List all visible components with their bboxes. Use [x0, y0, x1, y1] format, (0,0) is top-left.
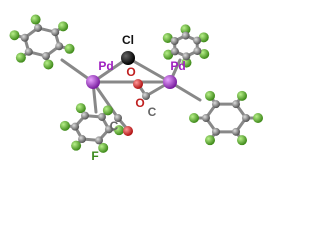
carbon-atom	[232, 100, 240, 109]
carbon-atom	[212, 127, 220, 136]
carbon-atom	[71, 122, 80, 131]
carbon-atom	[142, 92, 150, 100]
substituent-atom	[114, 125, 125, 136]
carbon-atom	[193, 46, 202, 55]
bond	[91, 56, 130, 84]
carbon-atom	[104, 125, 113, 134]
carbon-atom	[20, 33, 29, 42]
bond	[126, 56, 172, 84]
substituent-atom	[75, 103, 86, 114]
atom-label: C	[148, 105, 157, 119]
substituent-atom	[58, 21, 69, 32]
atom-labels: Pd Cl Pd O C C O F	[91, 33, 185, 163]
carbon-atom	[193, 36, 202, 45]
substituent-atom	[43, 59, 54, 70]
substituent-atom	[253, 113, 263, 123]
palladium-atom	[163, 75, 177, 89]
substituent-atom	[163, 49, 174, 60]
substituent-atom	[198, 32, 209, 43]
phenyl-rings	[9, 14, 263, 153]
carbon-atom	[81, 111, 90, 120]
carbon-atom	[34, 23, 43, 32]
substituent-atom	[237, 135, 247, 146]
carbon-atom	[97, 112, 106, 121]
substituent-atom	[199, 48, 210, 59]
atom-label: Cl	[122, 33, 134, 47]
carbon-atom	[78, 135, 87, 144]
carbon-atom	[232, 127, 240, 136]
atom-label: O	[135, 96, 144, 110]
substituent-atom	[98, 142, 109, 153]
molecule-diagram: Pd Cl Pd O C C O F	[9, 14, 263, 163]
substituent-atom	[189, 113, 199, 123]
substituent-atom	[71, 140, 82, 151]
carbon-atom	[114, 114, 122, 122]
substituent-atom	[64, 43, 75, 54]
substituent-atom	[180, 24, 191, 35]
carbon-atom	[182, 52, 191, 61]
carbon-atom	[202, 114, 210, 122]
atom-label: Pd	[170, 59, 185, 73]
atom-label: C	[110, 119, 119, 133]
substituent-atom	[59, 120, 70, 131]
substituent-atom	[205, 135, 215, 146]
carbon-atom	[170, 47, 179, 56]
atom-label: O	[126, 65, 135, 79]
substituent-atom	[9, 30, 20, 41]
carbon-atom	[41, 52, 50, 61]
palladium-atom	[86, 75, 100, 89]
carbon-atom	[24, 47, 33, 56]
atom-label: F	[91, 149, 98, 163]
carbon-atom	[170, 37, 179, 46]
substituent-atom	[237, 90, 247, 101]
substituent-atom	[181, 57, 192, 68]
carbon-atom	[212, 100, 220, 109]
atom-label: Pd	[98, 59, 113, 73]
carbon-atom	[94, 136, 103, 145]
oxygen-atom	[133, 79, 143, 89]
carbon-atom	[55, 42, 64, 51]
substituent-atom	[30, 14, 41, 25]
substituent-atom	[15, 52, 26, 63]
bond	[91, 80, 120, 120]
oxygen-atom	[123, 126, 133, 136]
carbon-atom	[181, 31, 190, 40]
carbon-atom	[242, 114, 250, 122]
substituent-atom	[102, 105, 113, 116]
substituent-atom	[205, 90, 215, 101]
substituent-atom	[162, 33, 173, 44]
chlorine-atom	[121, 51, 135, 65]
atoms	[86, 51, 177, 136]
carbon-atom	[51, 28, 60, 37]
